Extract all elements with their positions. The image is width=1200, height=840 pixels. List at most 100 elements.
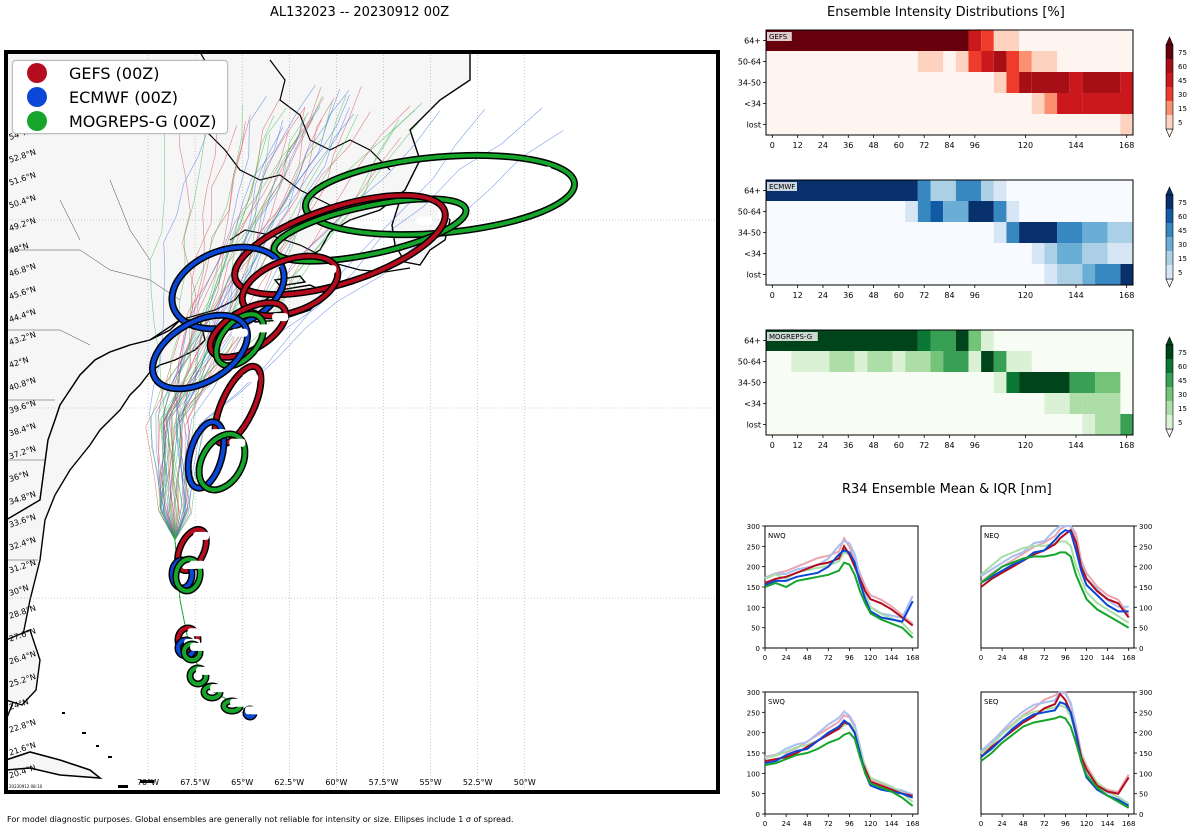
x-tick: 120 bbox=[1018, 441, 1033, 450]
heat-cell bbox=[993, 72, 1007, 93]
map-title: AL132023 -- 20230912 00Z bbox=[270, 5, 450, 20]
heat-cell bbox=[1120, 264, 1133, 285]
heat-cell bbox=[1069, 372, 1096, 393]
lon-label: 62.5°W bbox=[274, 778, 304, 787]
colorbar-tick: 15 bbox=[1178, 105, 1187, 113]
heat-cell bbox=[993, 222, 1007, 243]
colorbar-tick: 45 bbox=[1178, 227, 1187, 235]
y-tick: 50 bbox=[751, 791, 760, 799]
x-tick: 120 bbox=[1080, 654, 1093, 662]
heat-cell bbox=[854, 351, 868, 372]
x-tick: 0 bbox=[770, 441, 775, 450]
y-tick: 0 bbox=[1139, 811, 1143, 819]
lon-label: 50°W bbox=[514, 778, 536, 787]
lon-label: 60°W bbox=[325, 778, 347, 787]
colorbar: 75 60 45 30 15 5 bbox=[1165, 36, 1187, 138]
x-tick: 96 bbox=[970, 441, 980, 450]
heat-cell bbox=[968, 201, 994, 222]
heat-cell bbox=[917, 330, 931, 351]
x-tick: 24 bbox=[818, 291, 828, 300]
x-tick: 144 bbox=[1101, 654, 1115, 662]
y-tick: 100 bbox=[1139, 770, 1152, 778]
heat-cell bbox=[981, 51, 994, 72]
heat-cell bbox=[1120, 72, 1133, 93]
x-tick: 24 bbox=[998, 820, 1007, 828]
r34-mean-line bbox=[980, 551, 1130, 629]
spread-ellipse: 120 bbox=[238, 252, 342, 320]
x-tick: 12 bbox=[793, 141, 803, 150]
x-tick: 0 bbox=[770, 141, 775, 150]
x-tick: 168 bbox=[1122, 654, 1135, 662]
r34-panel-seq: SEQ 0 50 100 150 200 250 300 0 24 48 72 96 120 144 168 bbox=[979, 689, 1153, 828]
heat-cell bbox=[993, 201, 1007, 222]
colorbar-tick: 75 bbox=[1178, 199, 1187, 207]
r34-iqr-line bbox=[980, 525, 1130, 616]
heat-cell bbox=[1095, 414, 1121, 435]
colorbar-tick: 5 bbox=[1178, 269, 1182, 277]
y-tick: 200 bbox=[747, 564, 760, 572]
colorbar-tick: 45 bbox=[1178, 377, 1187, 385]
heat-cell bbox=[1044, 93, 1058, 114]
row-label: <34 bbox=[744, 400, 761, 409]
lon-label: 65°W bbox=[231, 778, 253, 787]
x-tick: 168 bbox=[906, 820, 919, 828]
y-tick: 50 bbox=[1139, 625, 1148, 633]
y-tick: 250 bbox=[747, 709, 760, 717]
x-tick: 48 bbox=[803, 654, 812, 662]
x-tick: 36 bbox=[843, 141, 853, 150]
footer-note: For model diagnostic purposes. Global en… bbox=[7, 815, 514, 824]
y-tick: 150 bbox=[747, 750, 760, 758]
y-tick: 200 bbox=[1139, 564, 1152, 572]
colorbar-tick: 60 bbox=[1178, 363, 1187, 371]
heat-cell bbox=[993, 180, 1007, 201]
r34-title: R34 Ensemble Mean & IQR [nm] bbox=[842, 482, 1052, 497]
legend-item-mogreps: MOGREPS-G (00Z) bbox=[13, 109, 227, 133]
heat-cell bbox=[993, 51, 1007, 72]
r34-mean-line bbox=[764, 549, 914, 623]
x-tick: 48 bbox=[868, 441, 878, 450]
heat-cell bbox=[829, 351, 855, 372]
x-tick: 60 bbox=[894, 141, 904, 150]
heat-cell bbox=[1107, 222, 1133, 243]
x-tick: 24 bbox=[782, 820, 791, 828]
colorbar-tick: 15 bbox=[1178, 255, 1187, 263]
ensemble-tracks bbox=[145, 85, 564, 713]
heat-cell bbox=[1082, 414, 1096, 435]
x-tick: 168 bbox=[1122, 820, 1135, 828]
row-label: 50-64 bbox=[738, 358, 761, 367]
x-tick: 48 bbox=[868, 141, 878, 150]
heat-cell bbox=[930, 330, 956, 351]
heat-cell bbox=[1082, 72, 1121, 93]
row-label: lost bbox=[747, 421, 761, 430]
legend-dot-ecmwf bbox=[27, 87, 47, 107]
heat-cell bbox=[1044, 243, 1058, 264]
quadrant-label: SWQ bbox=[768, 698, 785, 706]
heat-cell bbox=[1006, 372, 1020, 393]
heat-cell bbox=[1057, 222, 1083, 243]
x-tick: 0 bbox=[770, 291, 775, 300]
heat-cell bbox=[1031, 93, 1045, 114]
x-tick: 144 bbox=[885, 654, 899, 662]
y-tick: 0 bbox=[756, 811, 760, 819]
x-tick: 72 bbox=[1040, 654, 1049, 662]
y-tick: 0 bbox=[756, 645, 760, 653]
x-tick: 24 bbox=[998, 654, 1007, 662]
colorbar-tick: 15 bbox=[1178, 405, 1187, 413]
colorbar: 75 60 45 30 15 5 bbox=[1165, 336, 1187, 438]
r34-panel-nwq: NWQ 0 50 100 150 200 250 300 0 24 48 72 96 120 144 168 bbox=[747, 523, 920, 662]
heat-cell bbox=[930, 180, 956, 201]
y-tick: 100 bbox=[747, 604, 760, 612]
heat-cell bbox=[955, 330, 969, 351]
x-tick: 72 bbox=[1040, 820, 1049, 828]
heat-cell bbox=[993, 30, 1020, 51]
intensity-title: Ensemble Intensity Distributions [%] bbox=[827, 5, 1065, 20]
x-tick: 60 bbox=[894, 291, 904, 300]
heat-cell bbox=[968, 330, 982, 351]
row-label: lost bbox=[747, 271, 761, 280]
y-tick: 300 bbox=[1139, 689, 1152, 697]
x-tick: 96 bbox=[970, 291, 980, 300]
x-tick: 72 bbox=[919, 291, 929, 300]
heat-cell bbox=[930, 201, 944, 222]
heat-cell bbox=[892, 351, 906, 372]
heat-cell bbox=[917, 201, 931, 222]
